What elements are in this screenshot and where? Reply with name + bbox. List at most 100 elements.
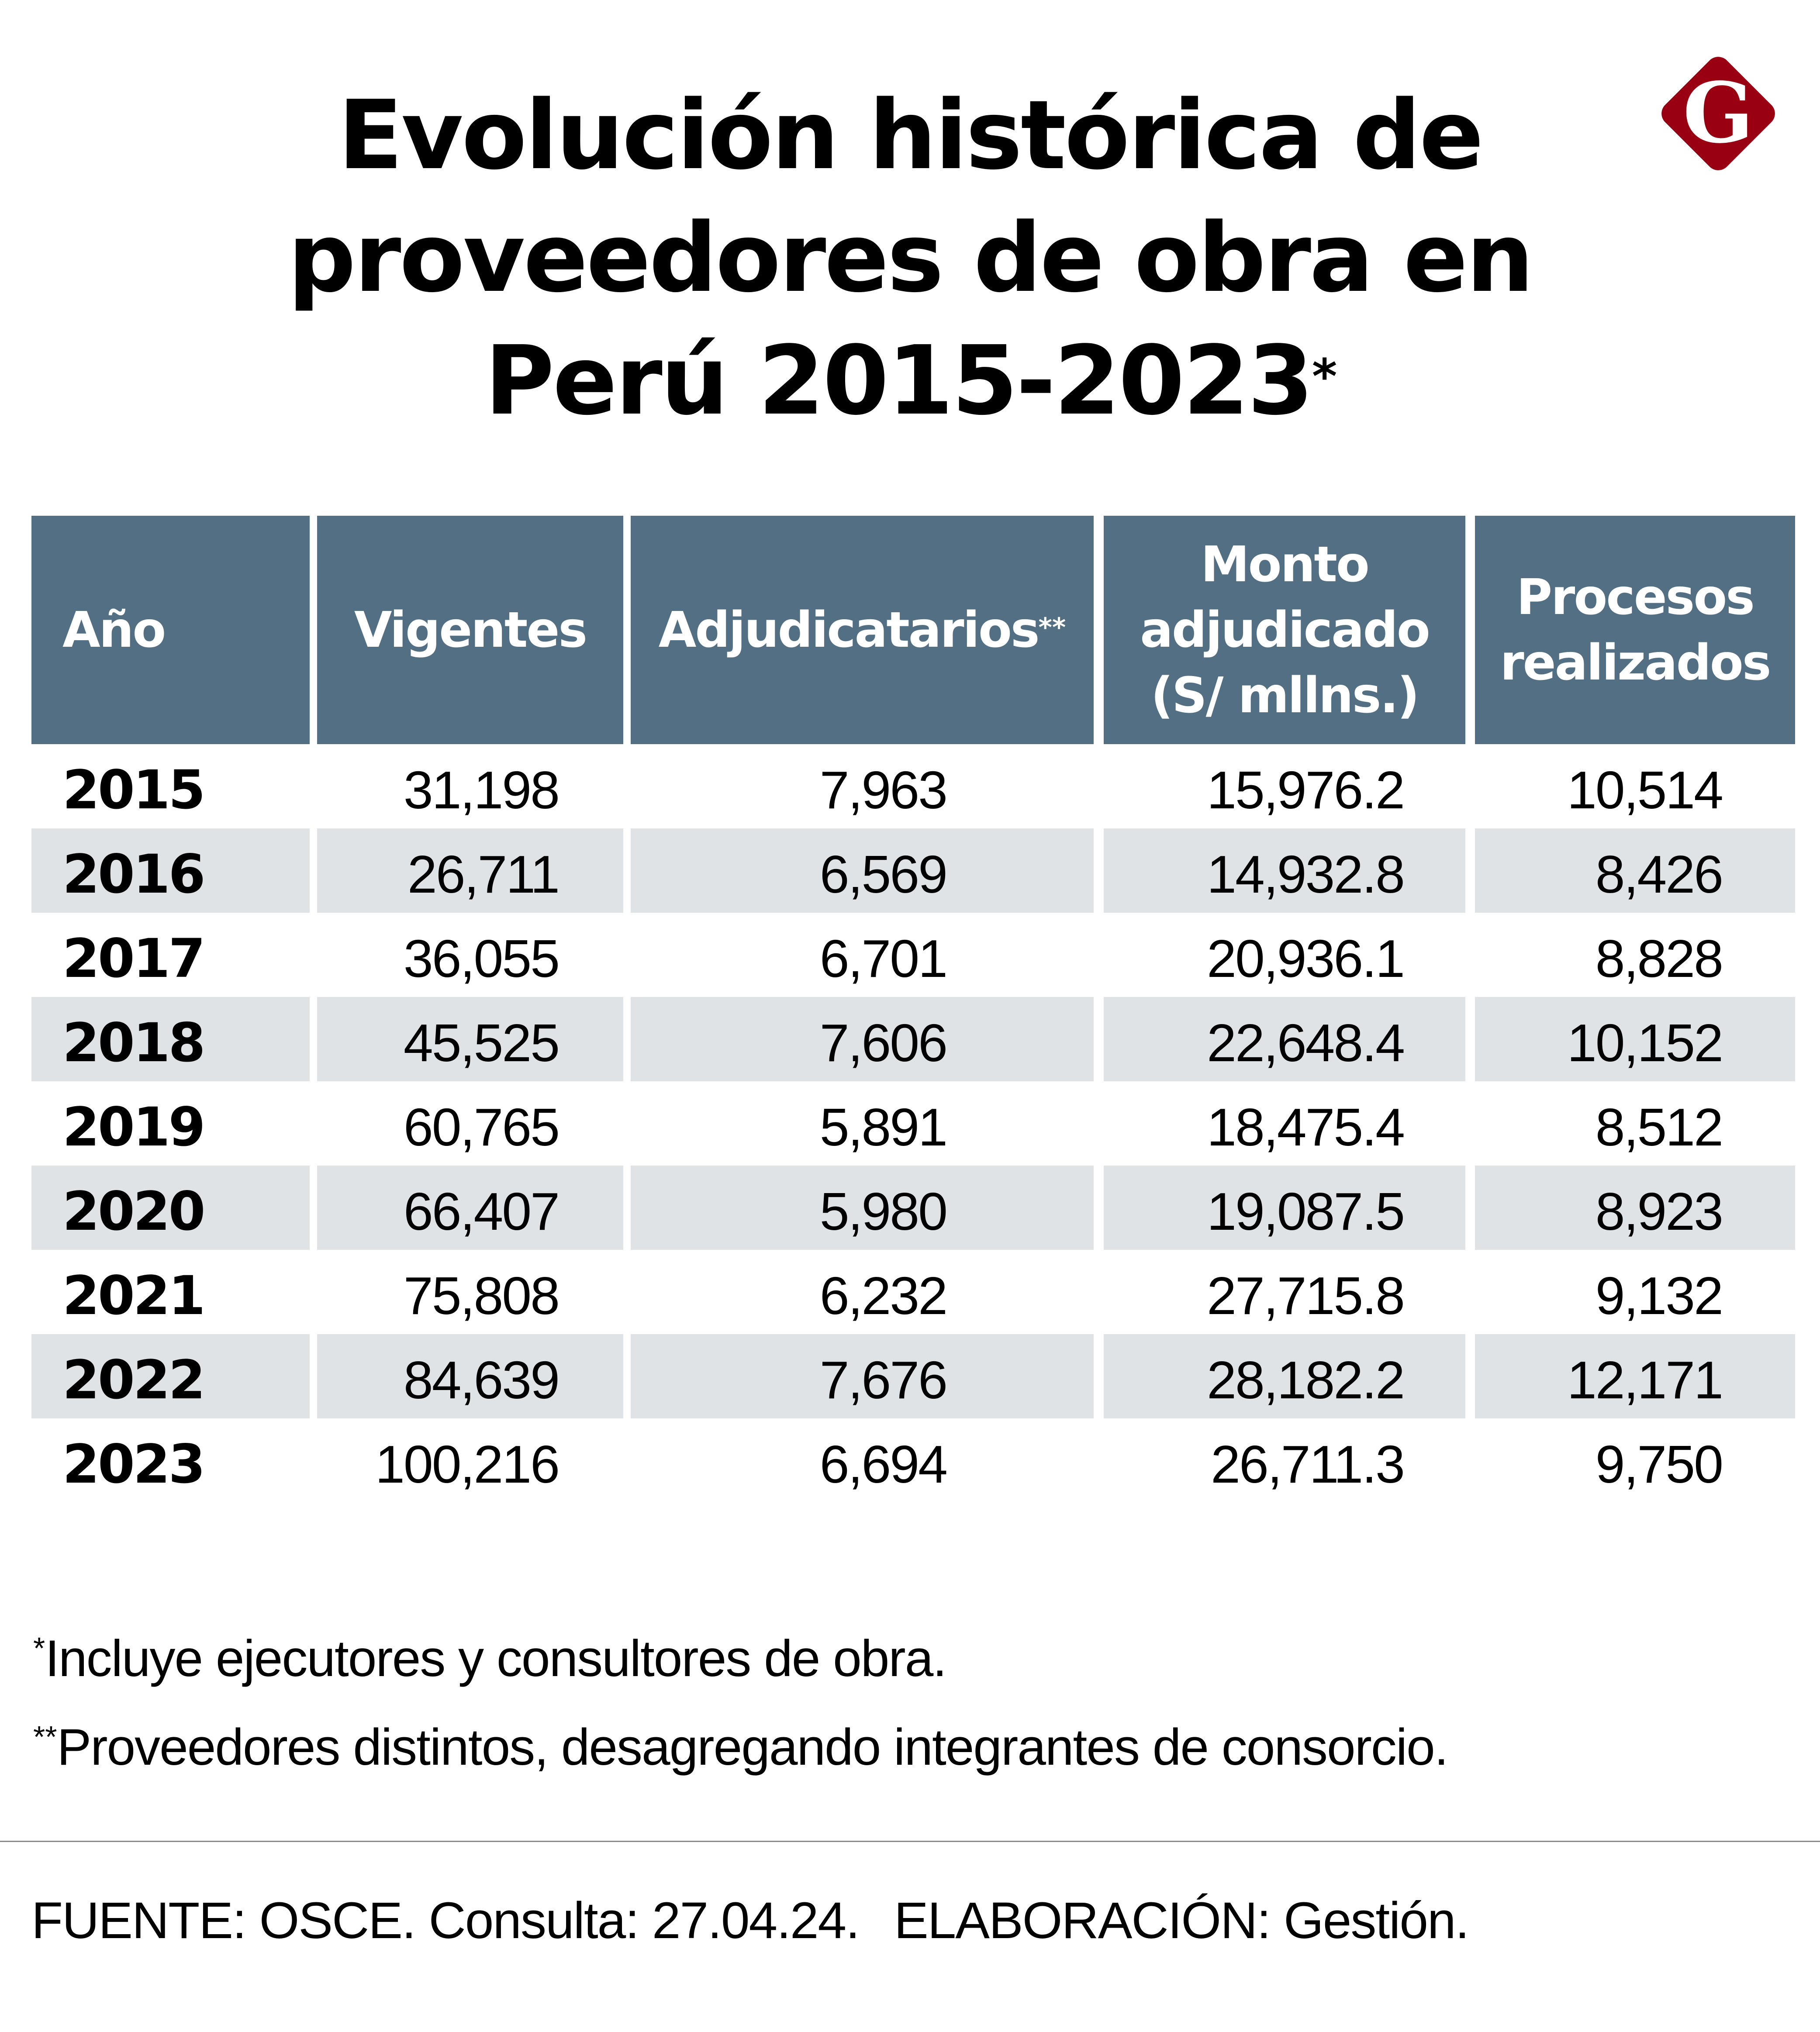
page-title: Evolución histórica de proveedores de ob… bbox=[0, 74, 1820, 442]
cell-vigentes-value: 75,808 bbox=[403, 1266, 560, 1325]
cell-procesos: 9,750 bbox=[1475, 1418, 1795, 1503]
logo-diamond bbox=[1661, 57, 1775, 170]
cell-year-value: 2015 bbox=[62, 759, 206, 821]
cell-vigentes: 45,525 bbox=[317, 997, 623, 1081]
cell-procesos: 8,512 bbox=[1475, 1081, 1795, 1166]
footnote-2-marker: ** bbox=[33, 1720, 57, 1754]
cell-procesos-value: 9,750 bbox=[1595, 1435, 1723, 1494]
cell-year: 2015 bbox=[31, 744, 310, 828]
cell-adjudicatarios: 5,980 bbox=[631, 1166, 1094, 1250]
title-line-3-text: Perú 2015-2023 bbox=[484, 326, 1314, 436]
footnote-2: **Proveedores distintos, desagregando in… bbox=[33, 1718, 1449, 1777]
cell-procesos: 8,828 bbox=[1475, 913, 1795, 997]
cell-year-value: 2017 bbox=[62, 928, 206, 990]
table-row: 2020 66,407 5,980 19,087.5 8,923 bbox=[31, 1166, 1795, 1250]
cell-adjudicatarios-value: 6,701 bbox=[819, 929, 948, 988]
cell-year: 2016 bbox=[31, 828, 310, 913]
cell-procesos: 10,514 bbox=[1475, 744, 1795, 828]
cell-procesos: 8,923 bbox=[1475, 1166, 1795, 1250]
cell-adjudicatarios-value: 6,232 bbox=[819, 1266, 948, 1325]
cell-year: 2019 bbox=[31, 1081, 310, 1166]
column-header-adjudicatarios: Adjudicatarios** bbox=[631, 516, 1094, 744]
cell-adjudicatarios: 6,232 bbox=[631, 1250, 1094, 1334]
cell-adjudicatarios: 5,891 bbox=[631, 1081, 1094, 1166]
cell-year-value: 2022 bbox=[62, 1349, 206, 1411]
cell-vigentes: 100,216 bbox=[317, 1418, 623, 1503]
cell-vigentes-value: 66,407 bbox=[403, 1182, 560, 1241]
adjudicatarios-footnote-marker: ** bbox=[1038, 612, 1066, 643]
cell-vigentes: 26,711 bbox=[317, 828, 623, 913]
divider-line bbox=[0, 1841, 1820, 1842]
cell-year-value: 2023 bbox=[62, 1433, 206, 1495]
cell-procesos-value: 12,171 bbox=[1567, 1350, 1723, 1410]
column-header-year: Año bbox=[31, 516, 310, 744]
cell-vigentes: 66,407 bbox=[317, 1166, 623, 1250]
source-credit: FUENTE: OSCE. Consulta: 27.04.24. ELABORA… bbox=[31, 1891, 1469, 1950]
table-row: 2015 31,198 7,963 15,976.2 10,514 bbox=[31, 744, 1795, 828]
column-header-adjudicatarios-label: Adjudicatarios** bbox=[659, 597, 1066, 663]
cell-monto-value: 19,087.5 bbox=[1207, 1182, 1405, 1241]
cell-adjudicatarios: 7,606 bbox=[631, 997, 1094, 1081]
cell-monto-value: 28,182.2 bbox=[1207, 1350, 1405, 1410]
cell-procesos-value: 8,828 bbox=[1595, 929, 1723, 988]
cell-year: 2018 bbox=[31, 997, 310, 1081]
cell-monto: 22,648.4 bbox=[1104, 997, 1465, 1081]
cell-adjudicatarios-value: 6,569 bbox=[819, 845, 948, 904]
footnote-1: *Incluye ejecutores y consultores de obr… bbox=[33, 1629, 947, 1688]
cell-monto: 28,182.2 bbox=[1104, 1334, 1465, 1418]
monto-label-line-3: (S/ mllns.) bbox=[1150, 667, 1419, 724]
cell-year: 2017 bbox=[31, 913, 310, 997]
procesos-label-line-1: Procesos bbox=[1516, 569, 1755, 626]
table-row: 2018 45,525 7,606 22,648.4 10,152 bbox=[31, 997, 1795, 1081]
title-footnote-marker: * bbox=[1312, 348, 1337, 404]
cell-year-value: 2020 bbox=[62, 1180, 206, 1242]
cell-vigentes-value: 45,525 bbox=[403, 1013, 560, 1073]
cell-procesos: 12,171 bbox=[1475, 1334, 1795, 1418]
footnote-1-text: Incluye ejecutores y consultores de obra… bbox=[45, 1630, 947, 1687]
table-row: 2021 75,808 6,232 27,715.8 9,132 bbox=[31, 1250, 1795, 1334]
cell-monto: 20,936.1 bbox=[1104, 913, 1465, 997]
cell-vigentes: 84,639 bbox=[317, 1334, 623, 1418]
cell-year-value: 2018 bbox=[62, 1012, 206, 1074]
cell-monto-value: 14,932.8 bbox=[1207, 845, 1405, 904]
cell-vigentes: 31,198 bbox=[317, 744, 623, 828]
cell-adjudicatarios: 6,701 bbox=[631, 913, 1094, 997]
cell-monto: 14,932.8 bbox=[1104, 828, 1465, 913]
table-row: 2016 26,711 6,569 14,932.8 8,426 bbox=[31, 828, 1795, 913]
cell-year: 2021 bbox=[31, 1250, 310, 1334]
source-fuente: FUENTE: OSCE. Consulta: 27.04.24. bbox=[31, 1892, 860, 1949]
cell-adjudicatarios: 7,676 bbox=[631, 1334, 1094, 1418]
column-header-monto-label: Monto adjudicado (S/ mllns.) bbox=[1140, 532, 1430, 728]
cell-monto: 18,475.4 bbox=[1104, 1081, 1465, 1166]
cell-adjudicatarios: 7,963 bbox=[631, 744, 1094, 828]
adjudicatarios-label-text: Adjudicatarios bbox=[658, 601, 1040, 659]
cell-adjudicatarios-value: 7,963 bbox=[819, 760, 948, 820]
cell-monto-value: 26,711.3 bbox=[1211, 1435, 1405, 1494]
column-header-vigentes-label: Vigentes bbox=[354, 601, 587, 659]
column-header-procesos: Procesos realizados bbox=[1475, 516, 1795, 744]
cell-year: 2023 bbox=[31, 1418, 310, 1503]
cell-monto: 15,976.2 bbox=[1104, 744, 1465, 828]
title-line-1: Evolución histórica de bbox=[338, 80, 1484, 191]
cell-monto: 19,087.5 bbox=[1104, 1166, 1465, 1250]
column-header-vigentes: Vigentes bbox=[317, 516, 623, 744]
cell-procesos: 10,152 bbox=[1475, 997, 1795, 1081]
cell-monto-value: 18,475.4 bbox=[1207, 1097, 1405, 1157]
monto-label-line-1: Monto bbox=[1201, 536, 1370, 593]
cell-vigentes-value: 31,198 bbox=[403, 760, 560, 820]
source-elaboracion: ELABORACIÓN: Gestión. bbox=[894, 1892, 1469, 1949]
table-row: 2022 84,639 7,676 28,182.2 12,171 bbox=[31, 1334, 1795, 1418]
cell-procesos: 8,426 bbox=[1475, 828, 1795, 913]
column-header-monto: Monto adjudicado (S/ mllns.) bbox=[1104, 516, 1465, 744]
cell-year: 2022 bbox=[31, 1334, 310, 1418]
title-line-3: Perú 2015-2023* bbox=[0, 320, 1820, 442]
cell-procesos-value: 10,514 bbox=[1567, 760, 1723, 820]
cell-procesos-value: 9,132 bbox=[1595, 1266, 1723, 1325]
cell-procesos-value: 8,923 bbox=[1595, 1182, 1723, 1241]
cell-procesos-value: 8,512 bbox=[1595, 1097, 1723, 1157]
cell-monto-value: 27,715.8 bbox=[1207, 1266, 1405, 1325]
cell-adjudicatarios: 6,694 bbox=[631, 1418, 1094, 1503]
cell-procesos-value: 8,426 bbox=[1595, 845, 1723, 904]
cell-monto-value: 22,648.4 bbox=[1207, 1013, 1405, 1073]
table-row: 2019 60,765 5,891 18,475.4 8,512 bbox=[31, 1081, 1795, 1166]
